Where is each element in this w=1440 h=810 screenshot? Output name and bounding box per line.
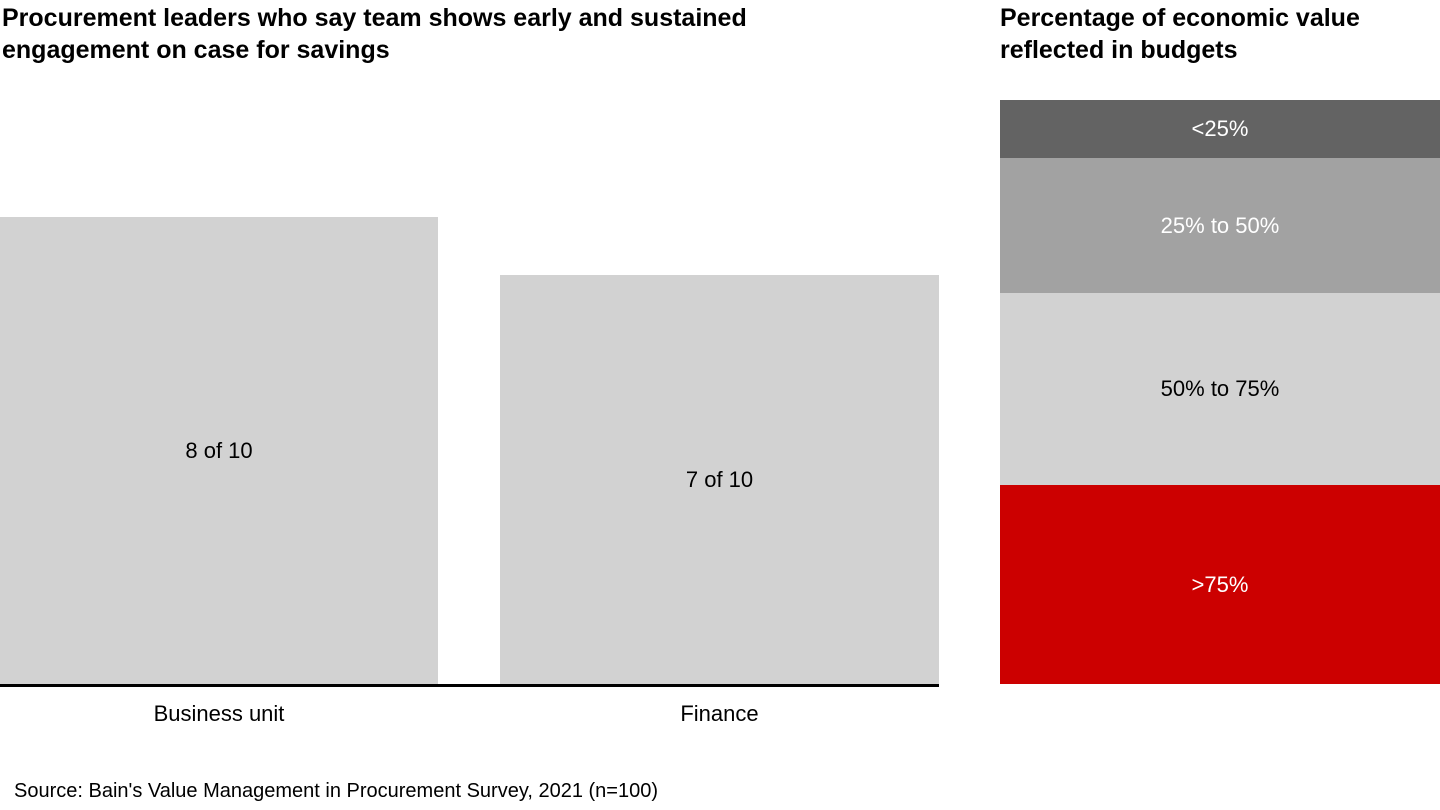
segment-lt-25pct: <25% — [1000, 100, 1440, 159]
left-chart-title: Procurement leaders who say team shows e… — [2, 4, 747, 64]
stacked-bar: <25% 25% to 50% 50% to 75% >75% — [1000, 100, 1440, 684]
segment-25-50pct: 25% to 50% — [1000, 158, 1440, 293]
right-chart-title: Percentage of economic value reflected i… — [1000, 4, 1360, 64]
source-note: Source: Bain's Value Management in Procu… — [14, 780, 658, 802]
segment-label-25-50pct: 25% to 50% — [1160, 212, 1280, 238]
x-axis-label-finance: Finance — [680, 701, 759, 726]
segment-label-gt-75pct: >75% — [1191, 571, 1249, 597]
bar-value-label-finance: 7 of 10 — [685, 466, 754, 492]
left-plot-area: 8 of 10 7 of 10 Business unit Finance — [0, 100, 939, 726]
segment-gt-75pct: >75% — [1000, 485, 1440, 684]
segment-label-50-75pct: 50% to 75% — [1160, 376, 1280, 402]
segment-label-lt-25pct: <25% — [1191, 116, 1249, 142]
bar-value-label-business-unit: 8 of 10 — [185, 437, 253, 463]
segment-50-75pct: 50% to 75% — [1000, 292, 1440, 486]
bar-business-unit: 8 of 10 — [0, 217, 438, 684]
x-axis-label-business-unit: Business unit — [153, 701, 285, 726]
bar-finance: 7 of 10 — [500, 275, 939, 684]
x-axis-line — [0, 684, 939, 687]
